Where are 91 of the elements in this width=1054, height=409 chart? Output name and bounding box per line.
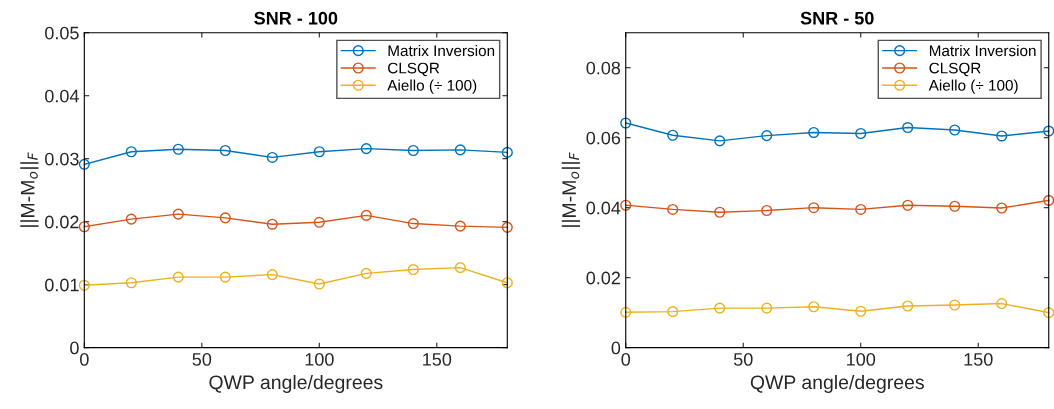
point: [667, 129, 679, 141]
point: [949, 299, 961, 311]
point: [78, 221, 90, 233]
point: [360, 143, 372, 155]
point: [855, 127, 867, 140]
point: [501, 146, 513, 158]
y-tick-label: 0: [611, 341, 621, 355]
point: [996, 130, 1008, 142]
chart-title: SNR - 100: [254, 11, 338, 25]
y-axis-title: ||M-M$_{o}$||$_{F}$: [20, 152, 39, 227]
point: [808, 301, 820, 313]
point: [808, 126, 820, 139]
point: [172, 208, 184, 220]
legend-label: Aiello (÷ 100): [928, 79, 1018, 94]
point: [407, 263, 419, 276]
chart-title: SNR - 50: [800, 11, 874, 25]
point: [313, 146, 325, 158]
x-tick-label: 150: [423, 352, 452, 366]
point: [620, 199, 632, 211]
y-tick-label: 0.02: [45, 215, 79, 229]
y-axis-title: ||M-M$_{o}$||$_{F}$: [561, 152, 580, 227]
point: [407, 218, 419, 230]
point: [219, 212, 231, 224]
point: [1043, 194, 1054, 206]
legend-label: Matrix Inversion: [388, 44, 495, 57]
x-tick-label: 50: [733, 352, 753, 366]
point: [266, 151, 278, 163]
y-tick-label: 0.03: [45, 152, 79, 166]
point: [855, 305, 867, 317]
x-axis-title: QWP angle/degrees: [750, 374, 924, 394]
point: [454, 262, 466, 274]
x-tick-label: 0: [80, 352, 89, 366]
point: [172, 143, 184, 155]
point: [714, 302, 726, 314]
point: [714, 135, 726, 147]
point: [667, 203, 679, 215]
point: [125, 146, 137, 158]
y-tick-label: 0.06: [586, 131, 621, 145]
y-tick-label: 0.04: [45, 89, 79, 103]
point: [266, 218, 278, 230]
point: [172, 271, 184, 283]
point: [949, 124, 961, 136]
point: [761, 204, 773, 217]
point: [454, 220, 466, 232]
point: [902, 199, 914, 211]
point: [902, 300, 914, 312]
x-axis-title: QWP angle/degrees: [209, 374, 383, 394]
point: [1043, 125, 1054, 137]
y-tick-label: 0: [70, 341, 79, 355]
point: [761, 302, 773, 314]
x-tick-label: 0: [621, 352, 631, 366]
point: [996, 298, 1008, 310]
point: [313, 278, 325, 290]
point: [855, 203, 867, 215]
y-tick-label: 0.05: [45, 26, 79, 40]
y-tick-label: 0.02: [586, 271, 620, 285]
y-tick-label: 0.08: [586, 61, 621, 75]
point: [996, 202, 1008, 214]
point: [808, 202, 820, 214]
point: [902, 121, 914, 134]
point: [360, 209, 372, 221]
point: [266, 269, 278, 281]
point: [501, 277, 513, 289]
point: [620, 306, 632, 318]
x-tick-label: 50: [192, 352, 212, 366]
legend-label: Matrix Inversion: [929, 44, 1036, 57]
point: [949, 200, 961, 212]
point: [313, 216, 325, 228]
point: [219, 271, 231, 283]
point: [219, 144, 231, 157]
y-tick-label: 0.01: [45, 278, 79, 292]
point: [360, 267, 372, 279]
point: [78, 279, 90, 291]
point: [78, 158, 90, 170]
point: [667, 306, 679, 318]
point: [501, 221, 513, 233]
legend-label: CLSQR: [388, 62, 440, 77]
legend-label: Aiello (÷ 100): [387, 79, 477, 94]
point: [454, 144, 466, 156]
y-tick-label: 0.04: [586, 201, 621, 215]
legend-label: CLSQR: [929, 62, 981, 77]
point: [125, 277, 137, 289]
point: [761, 130, 773, 142]
point: [407, 144, 419, 157]
point: [714, 206, 726, 218]
point: [125, 213, 137, 225]
x-tick-label: 150: [964, 352, 993, 366]
point: [620, 117, 632, 129]
x-tick-label: 100: [847, 352, 876, 366]
x-tick-label: 100: [305, 352, 334, 366]
point: [1043, 307, 1054, 319]
